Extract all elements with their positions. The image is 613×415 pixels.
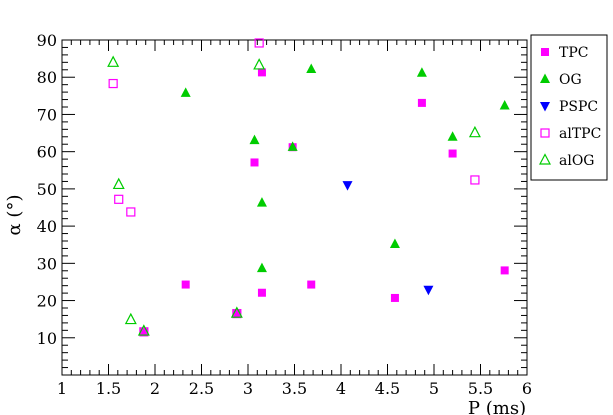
axis-ticks: [61, 39, 528, 375]
y-tick-label: 60: [37, 143, 57, 162]
data-point: [112, 177, 125, 190]
legend-entry: PSPC: [540, 99, 598, 115]
y-tick-label: 30: [37, 254, 57, 273]
legend-entry: OG: [540, 72, 582, 88]
data-point: [256, 197, 267, 207]
y-tick-label: 20: [37, 292, 57, 311]
x-tick-label: 1.5: [96, 379, 121, 398]
x-tick-label: 2.5: [189, 379, 214, 398]
legend-marker: [540, 128, 550, 138]
legend-marker: [540, 102, 550, 112]
legend-label: TPC: [559, 45, 588, 61]
data-point: [500, 266, 509, 275]
legend-marker: [541, 48, 549, 56]
data-point: [230, 306, 243, 318]
data-point: [468, 125, 481, 138]
series-altpc: [108, 38, 480, 337]
data-point: [232, 309, 241, 318]
data-point: [126, 207, 136, 217]
data-point: [181, 280, 190, 289]
data-point: [253, 58, 266, 70]
legend-label: alOG: [559, 153, 595, 169]
y-tick-label: 10: [37, 329, 57, 348]
x-tick-label: 6: [522, 379, 532, 398]
legend-label: alTPC: [559, 126, 601, 142]
data-point: [254, 38, 264, 48]
data-points: [107, 38, 510, 337]
legend-marker: [540, 73, 550, 83]
data-point: [306, 63, 317, 74]
data-point: [114, 194, 124, 204]
data-point: [342, 181, 353, 191]
data-point: [137, 324, 150, 336]
data-point: [307, 280, 316, 289]
legend: TPC OG PSPC alTPC alOG: [530, 34, 608, 181]
x-tick-label: 3.5: [282, 379, 307, 398]
x-tick-label: 1: [57, 379, 67, 398]
x-tick-label: 2: [150, 379, 160, 398]
series-tpc: [139, 68, 509, 337]
x-tick-label: 3: [243, 379, 253, 398]
data-point: [447, 131, 458, 141]
x-tick-label: 4.5: [375, 379, 400, 398]
x-tick-label: 5.5: [468, 379, 493, 398]
y-axis-label: α (°): [4, 195, 25, 236]
data-point: [390, 293, 399, 302]
data-point: [256, 262, 267, 273]
y-tick-label: 40: [37, 217, 57, 236]
data-point: [417, 98, 426, 107]
data-point: [470, 175, 480, 185]
x-tick-label: 4: [336, 379, 346, 398]
axis-tick-labels: 1 1.5 2 2.5 3 3.5 4 4.5 5 5.5 6 10 20 30 40 50 60 70 80 90: [37, 31, 532, 398]
data-point: [416, 67, 427, 77]
series-og: [180, 63, 510, 273]
data-point: [448, 149, 457, 158]
series-alog: [107, 55, 481, 336]
data-point: [139, 328, 148, 337]
data-point: [139, 327, 149, 337]
data-point: [249, 134, 260, 145]
y-tick-label: 70: [37, 105, 57, 124]
data-point: [250, 158, 259, 167]
data-point: [257, 68, 266, 77]
data-point: [389, 238, 400, 248]
legend-entry: alTPC: [540, 126, 601, 142]
series-pspc: [342, 181, 434, 296]
legend-entry: TPC: [541, 45, 588, 61]
x-axis-label: P (ms): [468, 398, 526, 415]
data-point: [108, 78, 118, 89]
data-point: [257, 288, 266, 297]
y-tick-label: 50: [37, 180, 57, 199]
data-point: [180, 87, 191, 97]
legend-label: PSPC: [559, 99, 598, 115]
data-point: [499, 100, 510, 110]
legend-label: OG: [559, 72, 582, 88]
legend-entry: alOG: [539, 153, 595, 169]
legend-marker: [539, 153, 551, 165]
x-tick-label: 5: [429, 379, 439, 398]
y-tick-label: 80: [37, 68, 57, 87]
data-point: [423, 285, 434, 296]
y-tick-label: 90: [37, 31, 57, 50]
data-point: [287, 141, 298, 151]
data-point: [124, 312, 137, 325]
data-point: [107, 55, 120, 67]
